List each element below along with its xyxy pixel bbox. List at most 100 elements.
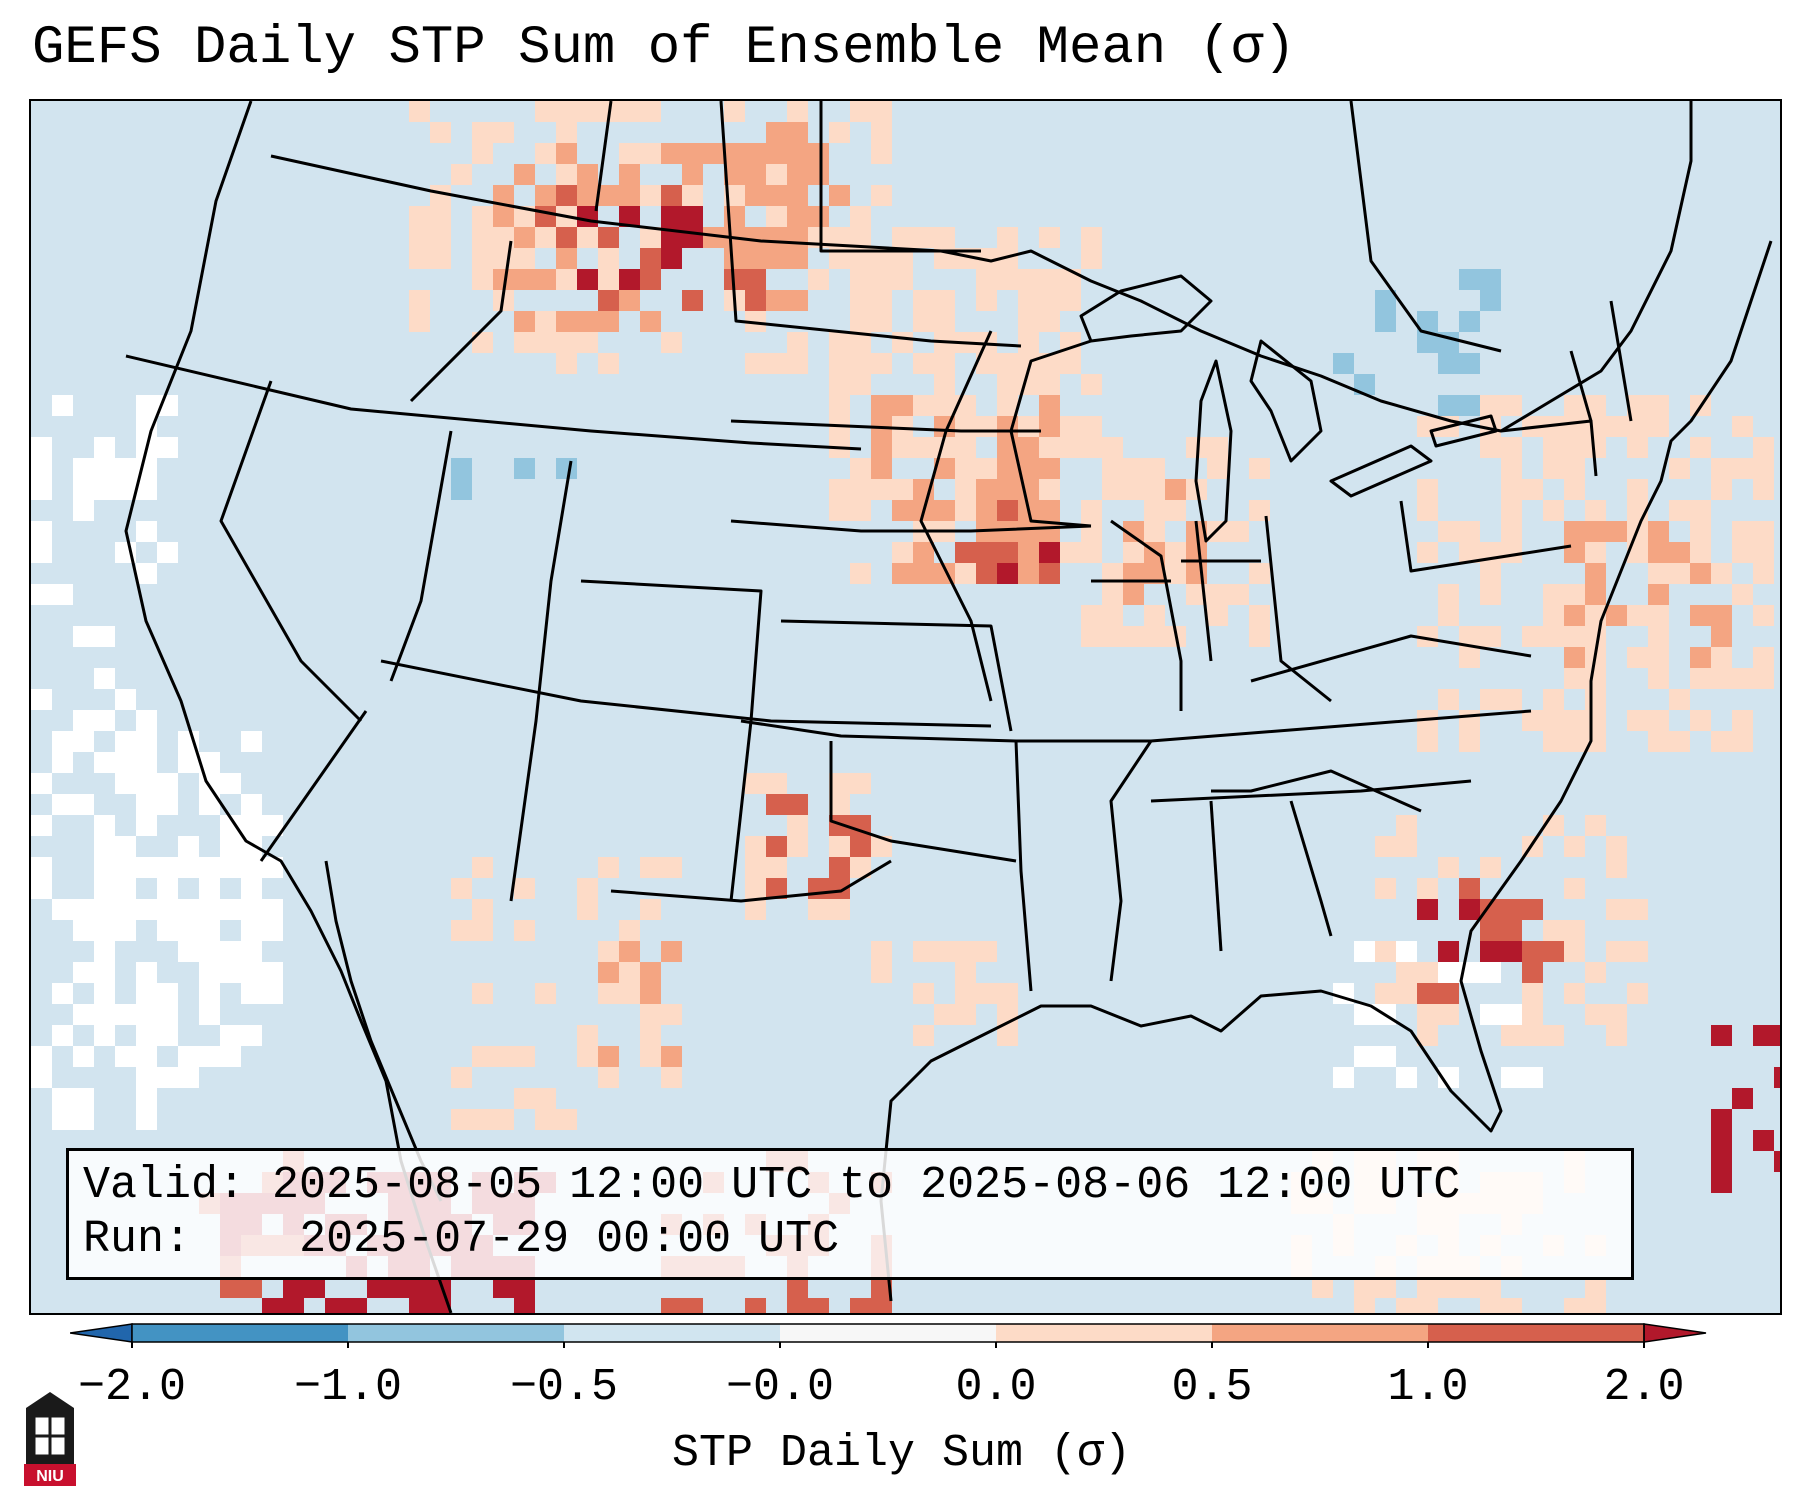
stp-cell [220, 1046, 241, 1067]
stp-cell [136, 395, 157, 416]
stp-cell [829, 395, 850, 416]
stp-cell [913, 1025, 934, 1046]
stp-cell [1669, 542, 1690, 563]
stp-cell [1039, 374, 1060, 395]
state-line [409, 240, 513, 403]
stp-cell [199, 962, 220, 983]
stp-cell [787, 290, 808, 311]
stp-cell [1564, 521, 1585, 542]
stp-cell [409, 1277, 430, 1298]
stp-cell [493, 227, 514, 248]
stp-cell [871, 962, 892, 983]
stp-cell [73, 1109, 94, 1130]
stp-cell [1123, 521, 1144, 542]
stp-cell [1564, 731, 1585, 752]
stp-cell [829, 794, 850, 815]
stp-cell [1543, 605, 1564, 626]
stp-cell [430, 227, 451, 248]
stp-cell [1585, 395, 1606, 416]
stp-cell [493, 1277, 514, 1298]
stp-cell [514, 311, 535, 332]
stp-cell [1543, 689, 1564, 710]
state-line [1109, 740, 1153, 982]
stp-cell [640, 1025, 661, 1046]
stp-cell [1648, 584, 1669, 605]
stp-cell [1585, 500, 1606, 521]
stp-cell [1711, 458, 1732, 479]
stp-cell [766, 353, 787, 374]
stp-cell [1564, 395, 1585, 416]
stp-cell [997, 500, 1018, 521]
stp-cell [1564, 479, 1585, 500]
stp-cell [787, 143, 808, 164]
stp-cell [829, 836, 850, 857]
state-line [1014, 740, 1033, 992]
stp-cell [1627, 395, 1648, 416]
stp-cell [52, 395, 73, 416]
stp-cell [1753, 479, 1774, 500]
stp-cell [871, 1277, 892, 1298]
stp-cell [1501, 521, 1522, 542]
stp-cell [661, 1046, 682, 1067]
stp-cell [1144, 479, 1165, 500]
colorbar-tick-label: 1.0 [1387, 1362, 1469, 1413]
stp-cell [1480, 437, 1501, 458]
stp-cell [997, 983, 1018, 1004]
stp-cell [1648, 605, 1669, 626]
stp-cell [787, 1277, 808, 1298]
stp-cell [1417, 416, 1438, 437]
stp-cell [1396, 1298, 1417, 1313]
state-line [125, 354, 862, 451]
stp-cell [871, 479, 892, 500]
stp-cell [619, 983, 640, 1004]
stp-cell [241, 794, 262, 815]
stp-cell [115, 731, 136, 752]
colorbar-tick-label: −0.5 [509, 1362, 619, 1413]
stp-cell [241, 983, 262, 1004]
stp-cell [136, 731, 157, 752]
stp-cell [514, 269, 535, 290]
stp-cell [829, 857, 850, 878]
stp-cell [1606, 1025, 1627, 1046]
stp-cell [1480, 857, 1501, 878]
stp-cell [556, 458, 577, 479]
stp-cell [1774, 1067, 1780, 1088]
stp-cell [1375, 290, 1396, 311]
stp-cell [1438, 521, 1459, 542]
colorbar-bin [780, 1324, 996, 1342]
stp-cell [766, 773, 787, 794]
gulf-east-coast [879, 240, 1773, 1302]
stp-cell [1123, 458, 1144, 479]
stp-cell [1669, 563, 1690, 584]
stp-cell [1165, 542, 1186, 563]
stp-cell [808, 899, 829, 920]
stp-cell [535, 101, 556, 122]
stp-cell [1585, 542, 1606, 563]
state-line [1209, 800, 1223, 952]
stp-cell [94, 941, 115, 962]
stp-cell [766, 122, 787, 143]
stp-cell [472, 143, 493, 164]
stp-cell [1753, 458, 1774, 479]
stp-cell [892, 395, 913, 416]
stp-cell [199, 752, 220, 773]
colorbar-tick-label: 0.5 [1171, 1362, 1253, 1413]
stp-cell [1501, 1067, 1522, 1088]
stp-cell [1249, 458, 1270, 479]
stp-cell [1228, 584, 1249, 605]
stp-cell [1501, 542, 1522, 563]
colorbar-bin [996, 1324, 1212, 1342]
stp-cell [1207, 458, 1228, 479]
stp-cell [1543, 458, 1564, 479]
stp-cell [1564, 626, 1585, 647]
stp-cell [1417, 626, 1438, 647]
stp-cell [1060, 332, 1081, 353]
stp-cell [1522, 626, 1543, 647]
stp-cell [157, 857, 178, 878]
stp-cell [1522, 479, 1543, 500]
stp-cell [997, 1025, 1018, 1046]
stp-cell [661, 1298, 682, 1313]
stp-cell [913, 311, 934, 332]
stp-cell [31, 458, 52, 479]
stp-cell [1144, 458, 1165, 479]
